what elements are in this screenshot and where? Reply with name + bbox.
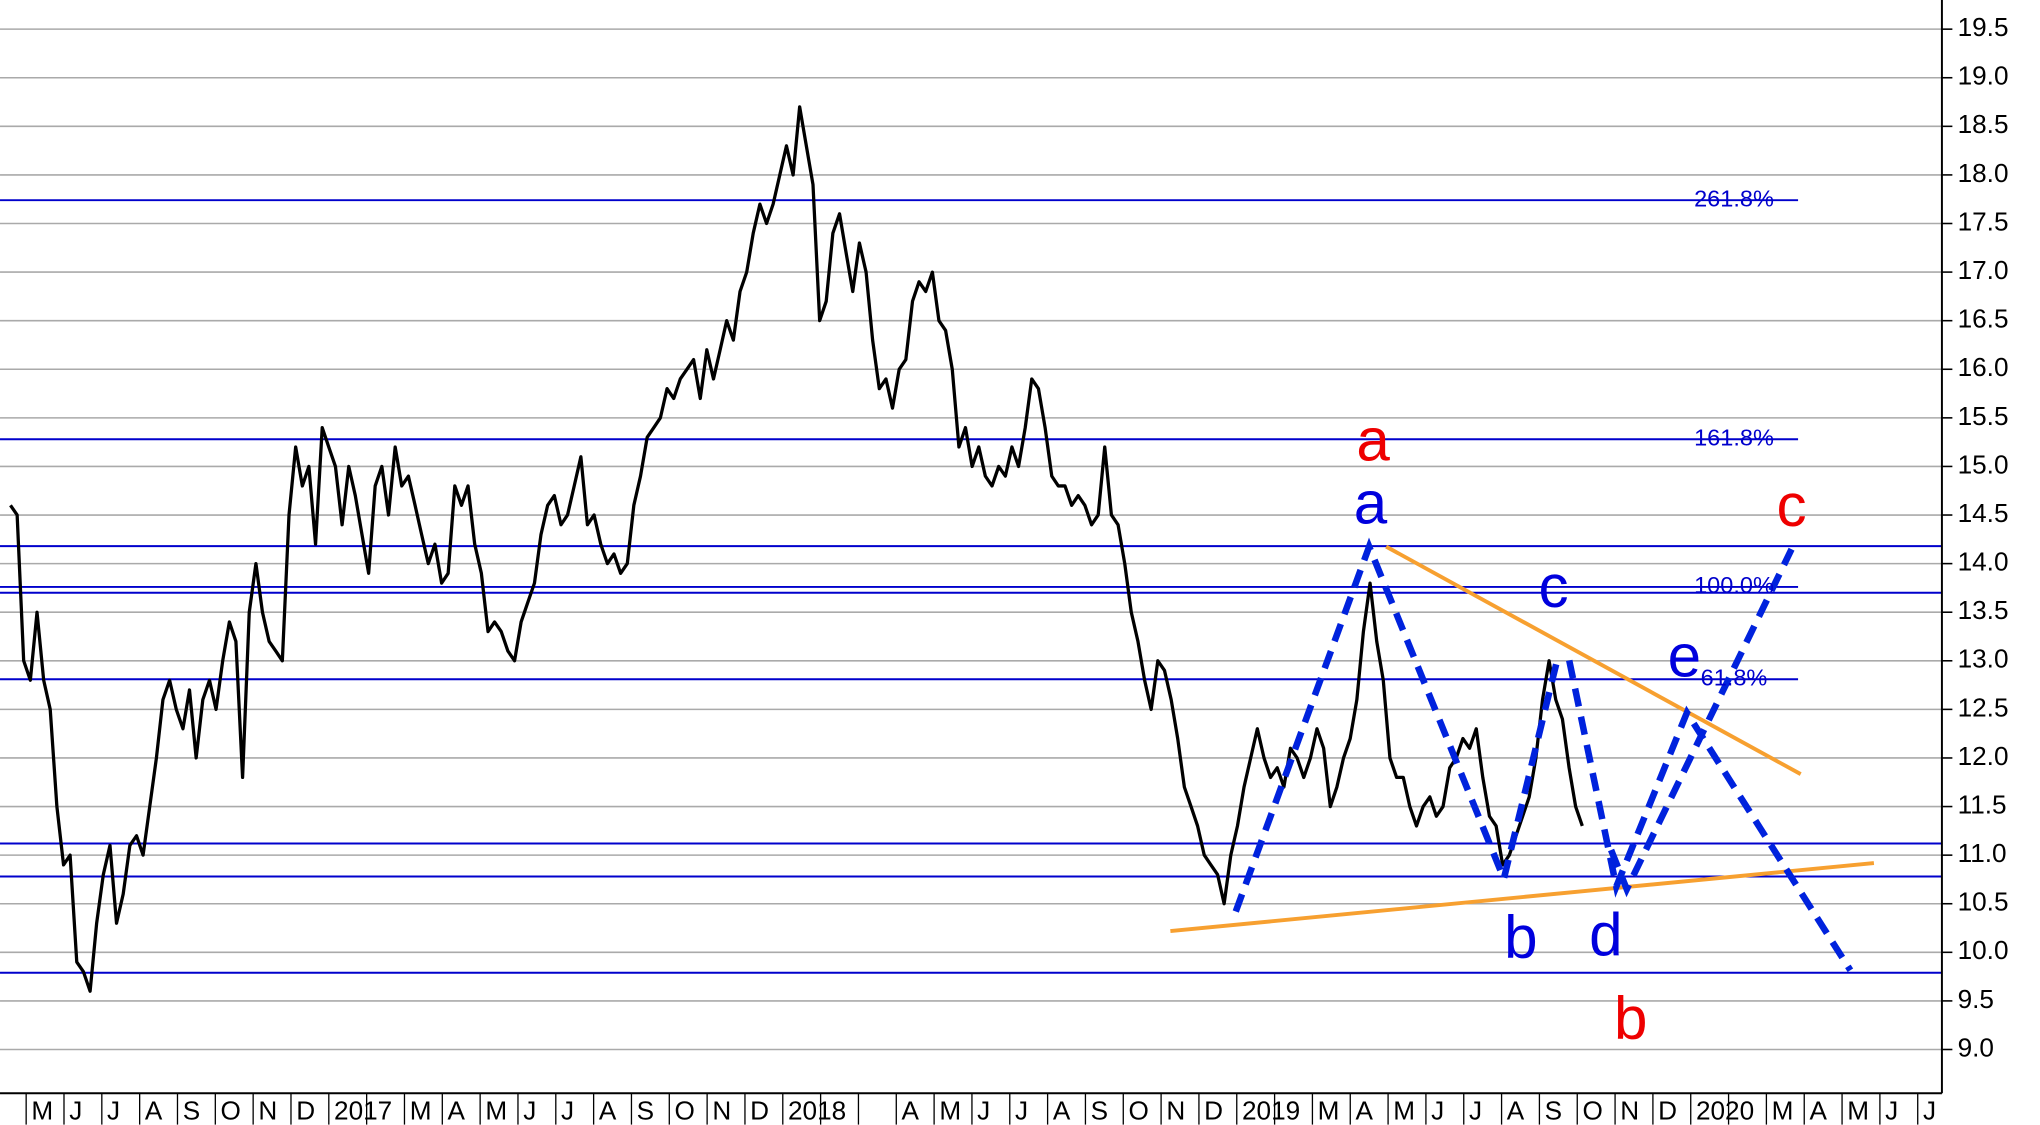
y-tick-label: 14.5 <box>1958 498 2009 528</box>
x-tick-label: D <box>1204 1096 1223 1125</box>
price <box>9 105 1584 993</box>
price-line <box>9 105 1584 993</box>
x-tick-label: J <box>1015 1096 1028 1125</box>
x-tick-label: A <box>145 1096 163 1125</box>
wave-label: c <box>1776 472 1806 539</box>
x-tick-label: M <box>485 1096 507 1125</box>
x-tick-label: O <box>1582 1096 1602 1125</box>
x-tick-label: J <box>977 1096 990 1125</box>
x-tick-label: A <box>1355 1096 1373 1125</box>
level-label: 61.8% <box>1701 664 1768 690</box>
wave-path <box>1608 547 1795 898</box>
grid <box>0 28 1942 1051</box>
y-tick-label: 17.0 <box>1958 255 2009 285</box>
x-tick-label: A <box>599 1096 617 1125</box>
x-tick-label: J <box>107 1096 120 1125</box>
wave-label: a <box>1356 407 1390 474</box>
wave-label: d <box>1589 901 1622 968</box>
x-tick-label: J <box>1469 1096 1482 1125</box>
x-tick-label: M <box>1847 1096 1869 1125</box>
x-tick-label: J <box>1431 1096 1444 1125</box>
x-tick-label: D <box>296 1096 315 1125</box>
x-tick-label: A <box>1507 1096 1525 1125</box>
x-tick-label: J <box>523 1096 536 1125</box>
trendlines <box>1170 537 1875 973</box>
y-tick-label: 10.0 <box>1958 935 2009 965</box>
levels <box>0 199 1942 974</box>
trendline-lower <box>1170 861 1875 934</box>
x-tick-label: A <box>1053 1096 1071 1125</box>
x-tick-label: M <box>1393 1096 1415 1125</box>
x-tick-label: O <box>1128 1096 1148 1125</box>
axes <box>0 0 1953 1125</box>
wave-label: a <box>1354 469 1388 536</box>
x-tick-label: J <box>561 1096 574 1125</box>
x-tick-label: M <box>1318 1096 1340 1125</box>
x-tick-label: D <box>1658 1096 1677 1125</box>
x-tick-label: A <box>1809 1096 1827 1125</box>
level-label: 100.0% <box>1694 572 1774 598</box>
x-tick-label: A <box>902 1096 920 1125</box>
y-tick-label: 14.0 <box>1958 547 2009 577</box>
x-tick-label: N <box>712 1096 731 1125</box>
x-tick-label: N <box>258 1096 277 1125</box>
y-tick-label: 16.0 <box>1958 352 2009 382</box>
y-tick-label: 9.0 <box>1958 1032 1994 1062</box>
y-tick-label: 19.5 <box>1958 12 2009 42</box>
x-tick-label: 2018 <box>788 1096 846 1125</box>
wave-path <box>1566 659 1854 973</box>
x-tick-label: O <box>221 1096 241 1125</box>
x-tick-label: M <box>31 1096 53 1125</box>
level-label: 161.8% <box>1694 424 1774 450</box>
x-tick-label: O <box>675 1096 695 1125</box>
x-tick-label: M <box>410 1096 432 1125</box>
y-tick-label: 13.0 <box>1958 644 2009 674</box>
x-tick-label: 2020 <box>1696 1096 1754 1125</box>
y-tick-label: 12.5 <box>1958 692 2009 722</box>
x-tick-label: J <box>1885 1096 1898 1125</box>
y-tick-label: 12.0 <box>1958 741 2009 771</box>
x-tick-label: J <box>1923 1096 1936 1125</box>
y-tick-label: 15.0 <box>1958 449 2009 479</box>
y-tick-label: 9.5 <box>1958 984 1994 1014</box>
x-tick-label: M <box>939 1096 961 1125</box>
labels: 9.0 9.5 10.0 10.5 11.0 11.5 12.0 12.5 13.0 13.5 14… <box>31 12 2008 1125</box>
y-tick-label: 17.5 <box>1958 206 2009 236</box>
x-tick-label: 2019 <box>1242 1096 1300 1125</box>
wave-label: e <box>1668 622 1701 689</box>
x-tick-label: A <box>448 1096 466 1125</box>
y-tick-label: 10.5 <box>1958 887 2009 917</box>
wave-label: b <box>1614 984 1647 1051</box>
x-tick-label: J <box>69 1096 82 1125</box>
y-tick-label: 13.5 <box>1958 595 2009 625</box>
y-tick-label: 16.5 <box>1958 304 2009 334</box>
trendline-upper <box>1385 544 1802 776</box>
wave-label: c <box>1538 553 1568 620</box>
x-tick-label: 2017 <box>334 1096 392 1125</box>
y-tick-label: 15.5 <box>1958 401 2009 431</box>
y-tick-label: 11.5 <box>1958 789 2007 819</box>
y-tick-label: 19.0 <box>1958 61 2009 91</box>
x-tick-label: D <box>750 1096 769 1125</box>
x-tick-label: S <box>183 1096 200 1125</box>
x-tick-label: S <box>637 1096 654 1125</box>
x-tick-label: M <box>1772 1096 1794 1125</box>
x-tick-label: S <box>1091 1096 1108 1125</box>
x-tick-label: N <box>1620 1096 1639 1125</box>
x-tick-label: S <box>1545 1096 1562 1125</box>
x-tick-label: N <box>1166 1096 1185 1125</box>
y-tick-label: 18.5 <box>1958 109 2009 139</box>
level-label: 261.8% <box>1694 185 1774 211</box>
y-tick-label: 18.0 <box>1958 158 2009 188</box>
y-tick-label: 11.0 <box>1958 838 2007 868</box>
wave-label: b <box>1504 903 1537 970</box>
